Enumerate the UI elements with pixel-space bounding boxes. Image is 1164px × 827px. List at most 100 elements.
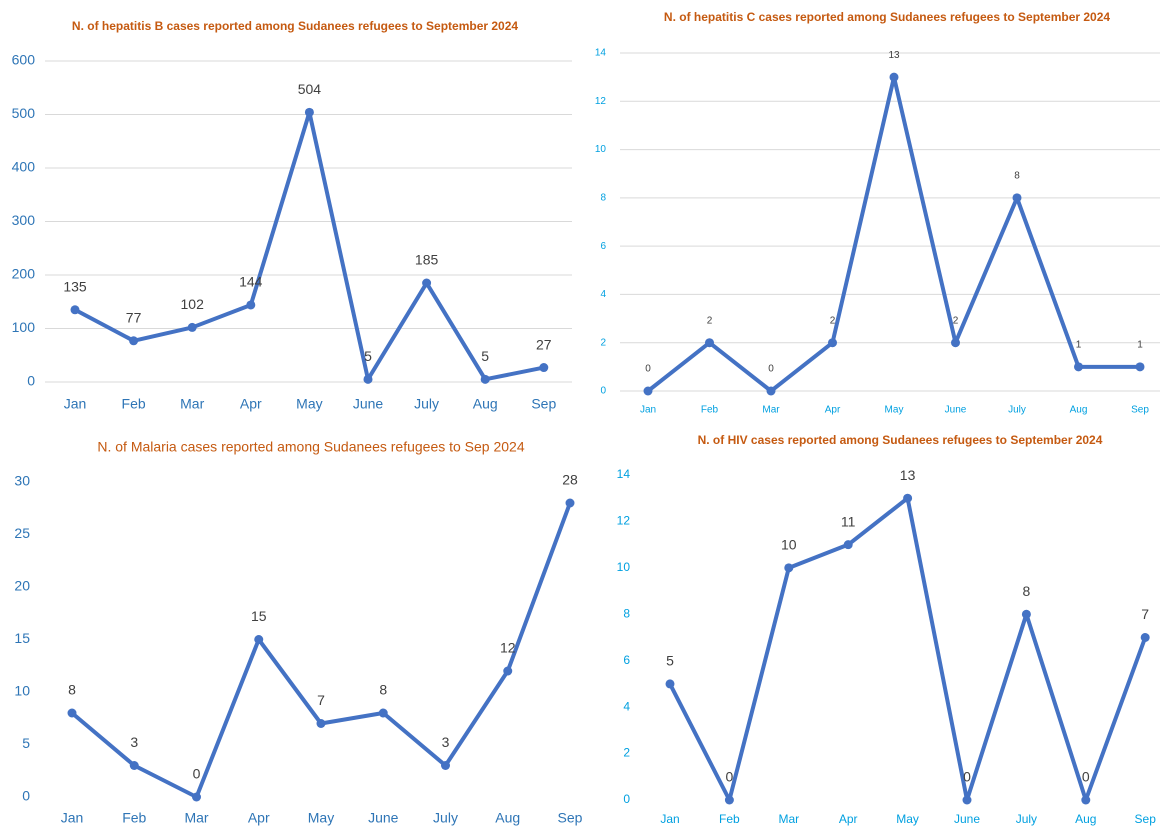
y-tick-label: 14 [617,467,631,481]
x-tick-label: May [296,396,322,412]
data-label: 185 [415,252,439,268]
data-label: 2 [707,315,713,326]
data-label: 0 [726,769,734,785]
chart: N. of hepatitis C cases reported among S… [595,10,1160,416]
x-tick-label: Aug [473,396,498,412]
x-tick-label: Aug [1075,812,1096,826]
y-tick-label: 6 [600,241,606,252]
data-point [1081,795,1091,805]
data-label: 0 [768,364,774,375]
x-tick-label: Feb [701,405,719,416]
x-tick-label: Aug [1070,405,1088,416]
y-tick-label: 10 [595,144,607,155]
x-tick-label: Mar [778,812,799,826]
y-tick-label: 15 [14,630,30,646]
x-tick-label: Aug [495,810,520,826]
data-point [951,338,960,348]
chart-title: N. of hepatitis C cases reported among S… [664,10,1110,24]
chart-title: N. of HIV cases reported among Sudanees … [698,433,1103,447]
data-point [643,386,653,396]
y-tick-label: 30 [14,473,30,489]
y-tick-label: 2 [623,746,630,760]
data-label: 8 [68,682,76,698]
data-label: 5 [481,348,489,364]
data-line [668,496,1148,802]
data-point [441,761,450,770]
data-label: 135 [63,278,87,294]
data-label: 3 [442,734,450,750]
data-label: 15 [251,608,267,624]
data-point [129,761,139,770]
y-tick-label: 8 [600,192,606,203]
y-tick-label: 8 [623,606,630,620]
data-point [254,635,264,644]
y-tick-label: 2 [600,337,606,348]
data-label: 28 [562,472,578,488]
x-tick-label: Sep [558,810,583,826]
data-label: 27 [536,336,552,352]
data-label: 0 [645,364,651,375]
y-tick-label: 6 [623,653,630,667]
x-tick-label: Mar [762,405,780,416]
data-label: 10 [781,537,797,553]
y-tick-label: 0 [623,792,630,806]
data-point [1135,362,1145,372]
data-label: 5 [666,653,674,669]
data-line [646,75,1140,393]
x-tick-label: Jan [64,396,87,412]
data-point [363,374,373,384]
x-tick-label: Sep [531,396,556,412]
y-tick-label: 5 [22,735,30,751]
x-tick-label: Feb [122,396,146,412]
data-point [1140,633,1150,642]
chart: N. of hepatitis B cases reported among S… [12,19,572,412]
y-tick-label: 10 [14,683,30,699]
data-point [539,363,549,373]
data-label: 11 [841,513,856,529]
data-label: 8 [1023,583,1031,599]
x-tick-label: May [885,405,904,416]
data-point [246,300,256,310]
data-point [70,305,80,315]
chart-title: N. of Malaria cases reported among Sudan… [97,439,524,455]
x-tick-label: July [1016,812,1037,826]
y-tick-label: 400 [12,159,36,175]
data-label: 144 [239,274,263,290]
y-tick-label: 300 [12,212,36,228]
data-point [67,708,77,718]
x-tick-label: Apr [825,405,841,416]
y-tick-label: 200 [12,266,36,282]
y-tick-label: 500 [12,105,36,121]
x-tick-label: Jan [640,405,656,416]
x-tick-label: Feb [719,812,740,826]
data-point [962,795,972,805]
data-point [1012,193,1022,203]
data-point [129,336,139,346]
data-label: 1 [1076,339,1082,350]
data-point [316,719,326,728]
data-point [766,386,776,396]
data-point [724,795,734,805]
y-tick-label: 4 [623,699,630,713]
data-label: 0 [963,769,971,785]
y-tick-label: 20 [14,578,30,594]
data-point [187,322,197,332]
x-tick-label: Jan [660,812,679,826]
x-tick-label: July [414,396,439,412]
x-tick-label: Mar [180,396,204,412]
y-tick-label: 600 [12,52,36,68]
x-tick-label: Feb [122,810,146,826]
data-label: 8 [379,682,387,698]
data-point [665,679,675,689]
data-point [1074,362,1083,372]
data-point [480,374,490,384]
x-tick-label: Sep [1135,812,1157,826]
data-label: 8 [1014,170,1020,181]
x-tick-label: May [896,812,919,826]
data-label: 1 [1137,339,1143,350]
x-tick-label: June [353,396,384,412]
x-tick-label: June [368,810,399,826]
y-tick-label: 100 [12,319,36,335]
y-tick-label: 0 [600,386,606,397]
y-tick-label: 25 [14,525,30,541]
